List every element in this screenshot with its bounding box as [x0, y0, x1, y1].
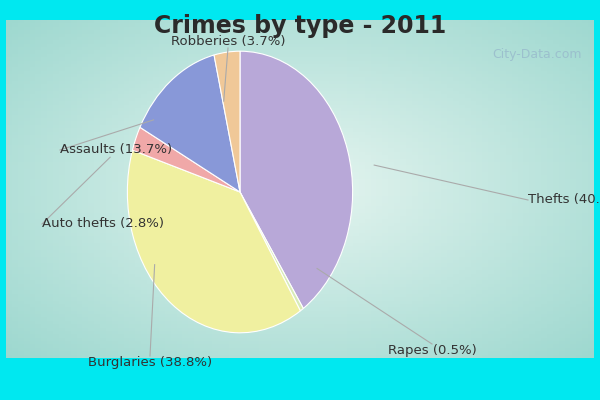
Wedge shape [214, 51, 240, 192]
Wedge shape [240, 51, 353, 308]
Text: Burglaries (38.8%): Burglaries (38.8%) [88, 356, 212, 369]
Wedge shape [133, 127, 240, 192]
Wedge shape [140, 55, 240, 192]
Text: Assaults (13.7%): Assaults (13.7%) [60, 144, 172, 156]
Text: Crimes by type - 2011: Crimes by type - 2011 [154, 14, 446, 38]
Wedge shape [127, 150, 301, 333]
Wedge shape [240, 192, 304, 311]
Text: Rapes (0.5%): Rapes (0.5%) [388, 344, 476, 357]
Text: Thefts (40.5%): Thefts (40.5%) [528, 194, 600, 206]
Text: Robberies (3.7%): Robberies (3.7%) [171, 35, 285, 48]
Text: City-Data.com: City-Data.com [493, 48, 582, 61]
Text: Auto thefts (2.8%): Auto thefts (2.8%) [42, 218, 164, 230]
